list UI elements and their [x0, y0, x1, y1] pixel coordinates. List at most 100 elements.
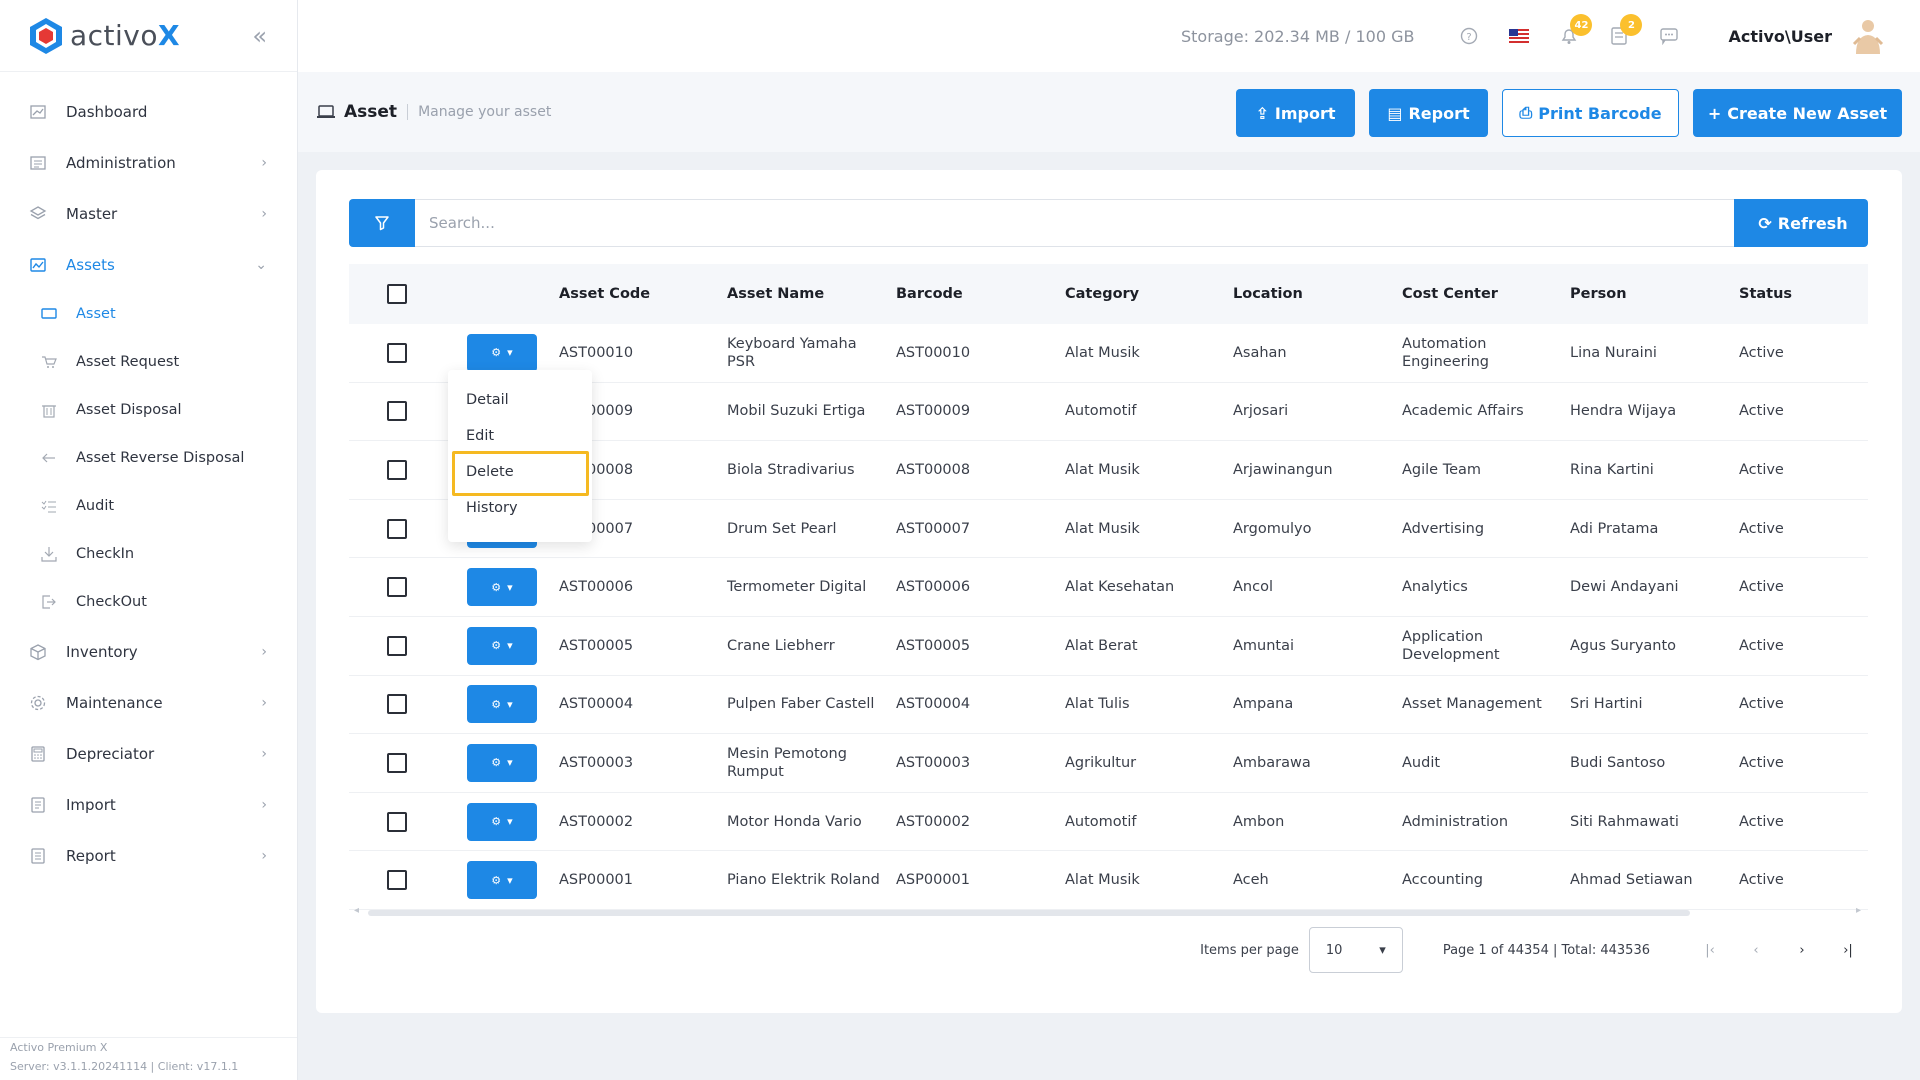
chat-icon[interactable] — [1658, 25, 1680, 47]
sidebar-item-inventory[interactable]: Inventory › — [0, 626, 297, 677]
cell-asset-code: AST00006 — [559, 579, 634, 596]
collapse-sidebar-icon[interactable]: « — [252, 22, 267, 50]
row-action-button[interactable]: ⚙▾ — [467, 626, 537, 665]
table-row[interactable]: ⚙ ▾ AST00004 Pulpen Faber Castell AST00004 Al… — [349, 676, 1868, 735]
cell-category: Alat Musik — [1065, 344, 1140, 361]
row-action-button[interactable]: ⚙▾ — [467, 743, 537, 782]
sidebar-item-import[interactable]: Import › — [0, 779, 297, 830]
cell-barcode: AST00006 — [896, 579, 971, 596]
row-checkbox[interactable] — [387, 342, 407, 363]
submenu-item-asset-disposal[interactable]: Asset Disposal — [0, 386, 297, 434]
sidebar-item-report[interactable]: Report › — [0, 830, 297, 881]
row-action-button[interactable]: ⚙▾ — [467, 802, 537, 841]
table-row[interactable]: ⚙ ▾ ASP00001 Piano Elektrik Roland ASP00001 A… — [349, 851, 1868, 910]
table-row[interactable]: ⚙ ▾ AST00010 Keyboard Yamaha PSR AST00010 Ala… — [349, 324, 1868, 383]
column-barcode[interactable]: Barcode — [896, 286, 963, 302]
next-page-icon[interactable]: › — [1799, 942, 1805, 958]
print-barcode-button[interactable]: ⎙ Print Barcode — [1502, 89, 1679, 137]
notifications-icon[interactable]: 42 — [1558, 14, 1593, 47]
user-name[interactable]: Activo\User — [1728, 26, 1832, 46]
chevron-right-icon: › — [261, 847, 267, 864]
search-input[interactable] — [415, 199, 1734, 247]
menu-item-edit[interactable]: Edit — [466, 428, 495, 444]
table-row[interactable]: ⚙ ▾ AST00006 Termometer Digital AST00006 Alat… — [349, 558, 1868, 617]
horizontal-scrollbar[interactable] — [368, 910, 1690, 916]
submenu-item-asset-reverse-disposal[interactable]: Asset Reverse Disposal — [0, 434, 297, 482]
document-icon: ▤ — [1387, 103, 1403, 123]
select-all-checkbox[interactable] — [387, 284, 407, 304]
cell-category: Alat Musik — [1065, 520, 1140, 537]
column-person[interactable]: Person — [1570, 286, 1627, 302]
report-button[interactable]: ▤ Report — [1369, 89, 1488, 137]
cell-asset-code: AST00002 — [559, 813, 634, 830]
user-avatar[interactable] — [1850, 16, 1886, 56]
us-flag-icon[interactable] — [1508, 25, 1530, 47]
laptop-icon — [316, 104, 336, 120]
row-checkbox[interactable] — [387, 752, 407, 773]
gear-icon: ⚙ — [491, 639, 502, 653]
row-action-button[interactable]: ⚙▾ — [467, 861, 537, 900]
column-cost-center[interactable]: Cost Center — [1402, 286, 1498, 302]
scroll-left-arrow[interactable]: ◂ — [354, 905, 360, 916]
import-button[interactable]: ⇪ Import — [1236, 89, 1355, 137]
row-checkbox[interactable] — [387, 694, 407, 715]
row-checkbox[interactable] — [387, 401, 407, 422]
cell-cost-center: Agile Team — [1402, 461, 1482, 478]
table-row[interactable]: ⚙ ▾ AST00005 Crane Liebherr AST00005 Alat Ber… — [349, 617, 1868, 676]
column-asset-name[interactable]: Asset Name — [727, 286, 825, 302]
filter-button[interactable] — [349, 199, 415, 247]
menu-item-detail[interactable]: Detail — [466, 392, 509, 408]
sidebar-item-label: Assets — [66, 255, 115, 274]
column-category[interactable]: Category — [1065, 286, 1140, 302]
first-page-icon[interactable]: |‹ — [1705, 942, 1715, 958]
row-action-button[interactable]: ⚙▾ — [467, 685, 537, 724]
items-per-page-select[interactable]: 10 ▾ — [1308, 927, 1403, 973]
cell-cost-center: Administration — [1402, 813, 1509, 830]
row-checkbox[interactable] — [387, 577, 407, 598]
sidebar-item-master[interactable]: Master › — [0, 188, 297, 239]
create-new-asset-button[interactable]: + Create New Asset — [1693, 89, 1902, 137]
menu-item-delete[interactable]: Delete — [466, 464, 514, 480]
page-info: Page 1 of 44354 | Total: 443536 — [1442, 942, 1650, 958]
column-status[interactable]: Status — [1739, 286, 1793, 302]
cell-person: Sri Hartini — [1570, 696, 1643, 713]
table-row[interactable]: ⚙ ▾ AST00003 Mesin Pemotong Rumput AST00003 A… — [349, 734, 1868, 793]
table-row[interactable]: ⚙ ▾ AST00002 Motor Honda Vario AST00002 Autom… — [349, 793, 1868, 852]
scroll-right-arrow[interactable]: ▸ — [1856, 905, 1862, 916]
cell-location: Ampana — [1233, 696, 1294, 713]
row-action-button[interactable]: ⚙▾ — [467, 333, 537, 372]
menu-item-history[interactable]: History — [466, 500, 518, 516]
submenu-item-asset-request[interactable]: Asset Request — [0, 338, 297, 386]
row-checkbox[interactable] — [387, 870, 407, 891]
sidebar-item-dashboard[interactable]: Dashboard — [0, 86, 297, 137]
sidebar-item-administration[interactable]: Administration › — [0, 137, 297, 188]
row-checkbox[interactable] — [387, 518, 407, 539]
submenu-item-asset[interactable]: Asset — [0, 290, 297, 338]
last-page-icon[interactable]: ›| — [1843, 942, 1853, 958]
row-checkbox[interactable] — [387, 635, 407, 656]
sidebar-item-assets[interactable]: Assets ⌄ — [0, 239, 297, 290]
sidebar-item-maintenance[interactable]: Maintenance › — [0, 677, 297, 728]
row-action-button[interactable]: ⚙▾ — [467, 568, 537, 607]
tasks-icon[interactable]: 2 — [1608, 14, 1643, 47]
caret-down-icon: ▾ — [507, 346, 513, 360]
cell-asset-code: AST00003 — [559, 754, 634, 771]
submenu-item-audit[interactable]: Audit — [0, 482, 297, 530]
prev-page-icon[interactable]: ‹ — [1753, 942, 1759, 958]
cell-category: Alat Musik — [1065, 461, 1140, 478]
help-icon[interactable]: ? — [1458, 25, 1480, 47]
submenu-item-checkin[interactable]: CheckIn — [0, 530, 297, 578]
column-asset-code[interactable]: Asset Code — [559, 286, 651, 302]
submenu-item-checkout[interactable]: CheckOut — [0, 578, 297, 626]
row-checkbox[interactable] — [387, 811, 407, 832]
sidebar-item-depreciator[interactable]: Depreciator › — [0, 728, 297, 779]
sidebar-menu: Dashboard Administration › Master › Assets ⌄ As… — [0, 72, 297, 881]
column-location[interactable]: Location — [1233, 286, 1303, 302]
refresh-button[interactable]: ⟳ Refresh — [1738, 199, 1868, 247]
row-checkbox[interactable] — [387, 459, 407, 480]
sidebar-item-label: Depreciator — [66, 744, 155, 763]
calculator-icon — [28, 744, 48, 764]
cell-location: Ancol — [1233, 579, 1273, 596]
cell-barcode: AST00003 — [896, 754, 971, 771]
cell-person: Adi Pratama — [1570, 520, 1659, 537]
